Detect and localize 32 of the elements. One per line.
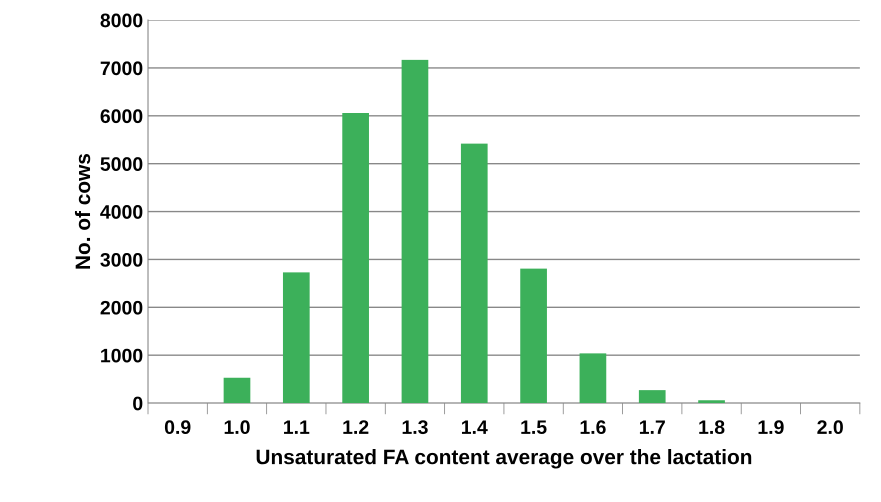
x-tick-label: 1.6 xyxy=(580,420,606,434)
bar xyxy=(342,112,369,404)
y-axis-title: No. of cows xyxy=(74,154,90,269)
x-tick-label: 2.0 xyxy=(817,420,843,434)
y-tick-label: 0 xyxy=(133,396,142,410)
bar xyxy=(460,144,488,404)
bar xyxy=(520,268,547,404)
x-axis-title: Unsaturated FA content average over the lactation xyxy=(256,449,752,469)
x-tick-label: 1.2 xyxy=(343,420,368,434)
y-tick-label: 5000 xyxy=(100,157,142,171)
x-tick-label: 1.9 xyxy=(758,420,784,434)
y-tick-label: 3000 xyxy=(100,252,142,267)
bar xyxy=(282,272,310,404)
x-tick-label: 0.9 xyxy=(164,420,190,434)
bar xyxy=(224,378,250,404)
y-tick-label: 2000 xyxy=(100,300,142,315)
x-tick-label: 1.7 xyxy=(640,420,665,434)
y-tick-label: 1000 xyxy=(101,348,142,362)
y-tick-label: 8000 xyxy=(100,14,142,28)
x-tick-label: 1.8 xyxy=(699,420,724,434)
x-tick-label: 1.1 xyxy=(284,420,310,434)
bar xyxy=(638,390,666,404)
x-tick-label: 1.4 xyxy=(462,420,488,434)
bar xyxy=(698,400,725,404)
x-tick-label: 1.3 xyxy=(402,420,428,434)
y-tick-label: 4000 xyxy=(100,205,142,219)
x-tick-label: 1.0 xyxy=(224,420,250,434)
y-tick-label: 6000 xyxy=(100,109,142,124)
x-tick-label: 1.5 xyxy=(521,420,547,434)
y-tick-label: 7000 xyxy=(100,61,142,76)
bar xyxy=(402,60,428,404)
bar xyxy=(580,353,606,404)
